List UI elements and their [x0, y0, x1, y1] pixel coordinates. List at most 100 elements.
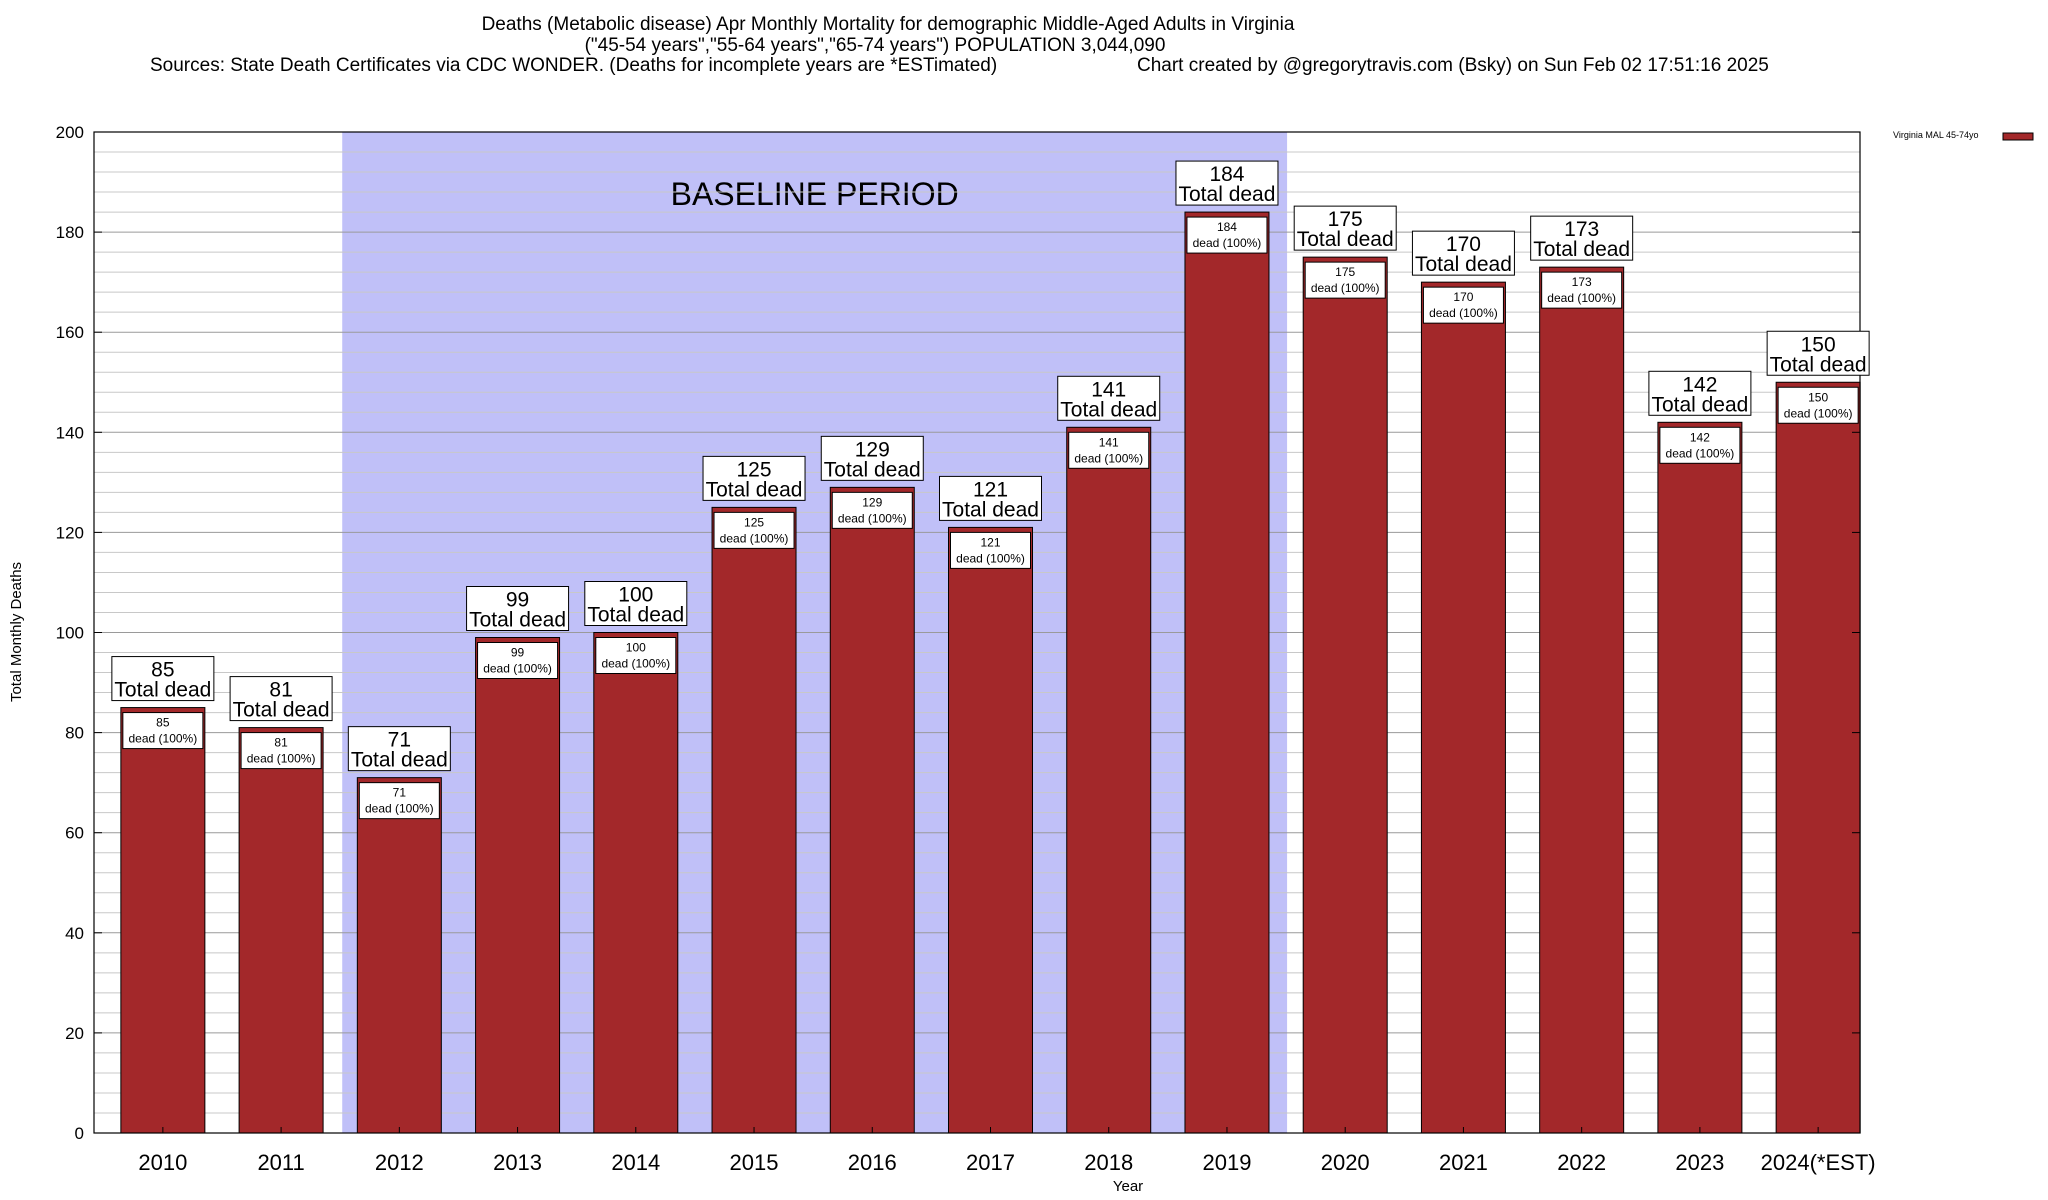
x-tick-label: 2010 [138, 1150, 187, 1175]
total-label-box [939, 475, 1042, 521]
x-tick-label: 2023 [1675, 1150, 1724, 1175]
y-tick-label: 200 [56, 123, 84, 142]
inner-label-value: 175 [1335, 265, 1355, 279]
inner-label-box [122, 712, 204, 750]
total-label-text: Total dead [1651, 393, 1748, 416]
inner-label-box [240, 732, 322, 770]
total-label-text: Total dead [824, 458, 921, 481]
inner-label-text: dead (100%) [838, 511, 907, 525]
chart-credit: Chart created by @gregorytravis.com (Bsk… [1137, 55, 1769, 76]
inner-label-value: 125 [744, 515, 764, 529]
inner-label-value: 71 [393, 786, 407, 800]
inner-label-text: dead (100%) [1074, 451, 1143, 465]
bar-inner-label: 129 dead (100%) [831, 491, 913, 529]
inner-label-value: 173 [1572, 275, 1592, 289]
total-label-box [1648, 370, 1752, 416]
bar [1775, 381, 1861, 1134]
total-label-box [1293, 205, 1397, 251]
inner-label-box [1068, 431, 1150, 469]
bar [1420, 281, 1506, 1134]
total-label-value: 184 [1209, 163, 1244, 186]
inner-label-value: 142 [1690, 430, 1710, 444]
total-label-text: Total dead [1415, 253, 1512, 276]
total-label-value: 85 [151, 659, 174, 682]
total-label-box [1411, 230, 1515, 276]
total-label-text: Total dead [1179, 183, 1276, 206]
bar [238, 727, 324, 1134]
total-label-text: Total dead [942, 498, 1039, 521]
bar-inner-label: 175 dead (100%) [1304, 261, 1386, 299]
inner-label-value: 129 [862, 495, 882, 509]
bar [948, 526, 1033, 1134]
y-tick-label: 80 [65, 724, 84, 743]
x-tick-label: 2020 [1321, 1150, 1370, 1175]
bar [1539, 266, 1625, 1134]
inner-label-text: dead (100%) [1429, 306, 1498, 320]
inner-label-text: dead (100%) [1193, 236, 1262, 250]
bar [475, 637, 561, 1134]
x-tick-label: 2018 [1084, 1150, 1133, 1175]
total-label-box [111, 656, 215, 702]
y-tick-label: 120 [56, 523, 84, 542]
bar [1184, 211, 1270, 1134]
chart-subtitle: ("45-54 years","55-64 years","65-74 year… [585, 35, 1166, 56]
inner-label-value: 141 [1099, 435, 1119, 449]
bar-inner-label: 85 dead (100%) [122, 712, 204, 750]
total-label-box [584, 581, 688, 626]
bar-inner-label: 71 dead (100%) [358, 782, 440, 820]
y-tick-label: 60 [65, 824, 84, 843]
inner-label-text: dead (100%) [1666, 446, 1735, 460]
chart-sources: Sources: State Death Certificates via CD… [150, 55, 997, 76]
inner-label-value: 99 [511, 646, 525, 660]
inner-label-box [1777, 386, 1859, 424]
inner-label-text: dead (100%) [956, 551, 1025, 565]
total-label-box [347, 726, 451, 772]
inner-label-box [1659, 426, 1741, 464]
bar [356, 777, 442, 1134]
total-label-value: 100 [618, 584, 653, 607]
total-label-text: Total dead [351, 749, 448, 772]
inner-label-box [1304, 261, 1386, 299]
x-tick-label: 2022 [1557, 1150, 1606, 1175]
x-tick-label: 2024(*EST) [1761, 1150, 1876, 1175]
inner-label-value: 85 [156, 716, 170, 730]
inner-label-box [1422, 286, 1504, 324]
legend-swatch [2002, 132, 2034, 141]
total-label-box [702, 455, 806, 501]
total-label-value: 125 [737, 458, 772, 481]
bar-inner-label: 81 dead (100%) [240, 732, 322, 770]
total-label-value: 170 [1446, 233, 1481, 256]
total-label-text: Total dead [1770, 353, 1867, 376]
inner-label-box [1541, 271, 1623, 309]
total-label-text: Total dead [587, 604, 684, 627]
y-tick-label: 140 [56, 423, 84, 442]
x-tick-label: 2011 [257, 1150, 304, 1175]
bar [1302, 256, 1388, 1134]
total-label-value: 141 [1091, 378, 1126, 401]
x-tick-label: 2017 [966, 1150, 1015, 1175]
bar-inner-label: 125 dead (100%) [713, 511, 795, 549]
bar-inner-label: 121 dead (100%) [950, 531, 1031, 569]
bar [829, 486, 915, 1134]
bar [593, 632, 679, 1134]
total-label-box [466, 586, 570, 632]
total-label-value: 173 [1564, 218, 1599, 241]
inner-label-value: 100 [626, 641, 646, 655]
total-label-box [1766, 330, 1870, 376]
total-label-text: Total dead [1297, 228, 1394, 251]
total-label-text: Total dead [114, 679, 211, 702]
x-tick-label: 2013 [493, 1150, 542, 1175]
bar-inner-label: 100 dead (100%) [595, 637, 677, 674]
bar-inner-label: 184 dead (100%) [1186, 216, 1268, 254]
x-tick-label: 2019 [1202, 1150, 1251, 1175]
total-label-box [1057, 375, 1161, 421]
x-tick-label: 2021 [1439, 1150, 1488, 1175]
inner-label-text: dead (100%) [1547, 291, 1616, 305]
